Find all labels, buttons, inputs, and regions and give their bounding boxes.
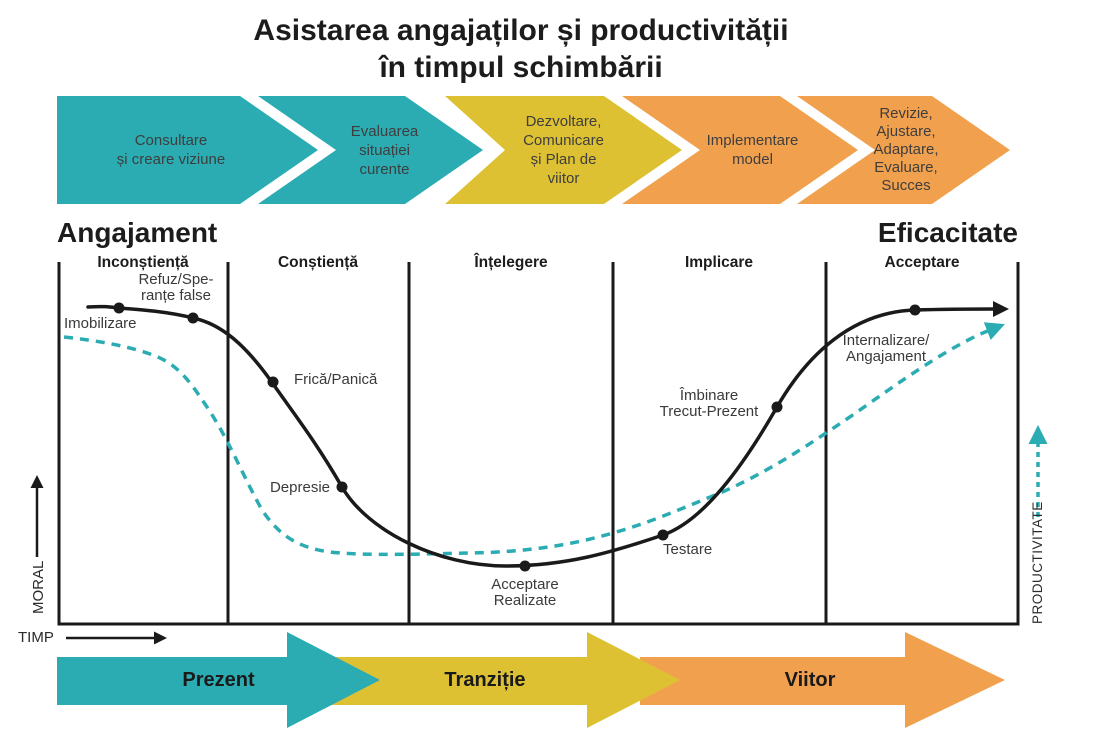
- dot-internalizare: [909, 304, 921, 316]
- dot-acceptare-realizate: [519, 560, 531, 572]
- curve-dots: [113, 302, 921, 572]
- heading-angajament: Angajament: [57, 217, 218, 248]
- chart-frame: [57, 262, 1020, 626]
- process-step-consultare: Consultare și creare viziune: [57, 96, 318, 204]
- dot-depresie: [336, 481, 348, 493]
- timeline-prezent: Prezent: [57, 632, 380, 728]
- timeline-viitor: Viitor: [640, 632, 1005, 728]
- timeline-label: Tranziție: [444, 668, 526, 691]
- process-step-label: Dezvoltare, Comunicare și Plan de viitor: [523, 113, 604, 187]
- dot-frica: [267, 376, 279, 388]
- timeline-label: Viitor: [784, 668, 836, 691]
- y-axis-label: MORAL: [30, 560, 47, 614]
- process-step-label: Evaluarea situației curente: [350, 122, 419, 178]
- process-step-label: Consultare și creare viziune: [116, 132, 226, 168]
- right-axis-label: PRODUCTIVITATE: [1030, 501, 1045, 624]
- heading-eficacitate: Eficacitate: [877, 217, 1018, 248]
- label-refuz: Refuz/Spe- ranțe false: [138, 271, 214, 304]
- label-frica: Frică/Panică: [294, 371, 378, 388]
- phase-implicare: Implicare: [684, 254, 754, 271]
- phase-acceptare: Acceptare: [884, 254, 960, 271]
- page-title: Asistarea angajaților și productivității…: [0, 12, 1042, 86]
- process-step-label: Implementare model: [706, 132, 799, 168]
- dot-refuz: [187, 312, 199, 324]
- phase-constienta: Conștiență: [277, 254, 359, 271]
- label-acceptare-realizate: Acceptare Realizate: [491, 576, 559, 609]
- dot-imbinare: [771, 401, 783, 413]
- label-depresie: Depresie: [269, 479, 330, 496]
- label-imbinare: Îmbinare Trecut-Prezent: [659, 387, 759, 420]
- dot-testare: [657, 529, 669, 541]
- phase-inconstienta: Inconștiență: [97, 254, 189, 271]
- dot-imobilizare: [113, 302, 125, 314]
- timeline-label: Prezent: [182, 668, 255, 691]
- x-axis-label: TIMP: [18, 629, 54, 646]
- timeline-tranzitie: Tranziție: [330, 632, 680, 728]
- label-internalizare: Internalizare/ Angajament: [842, 332, 930, 365]
- page-title-line2: în timpul schimbării: [379, 51, 663, 84]
- process-step-label: Revizie, Ajustare, Adaptare, Evaluare, S…: [873, 105, 939, 194]
- label-testare: Testare: [663, 541, 713, 558]
- phase-intelegere: Înțelegere: [474, 254, 548, 271]
- page-title-line1: Asistarea angajaților și productivității: [253, 14, 789, 47]
- label-imobilizare: Imobilizare: [64, 315, 137, 332]
